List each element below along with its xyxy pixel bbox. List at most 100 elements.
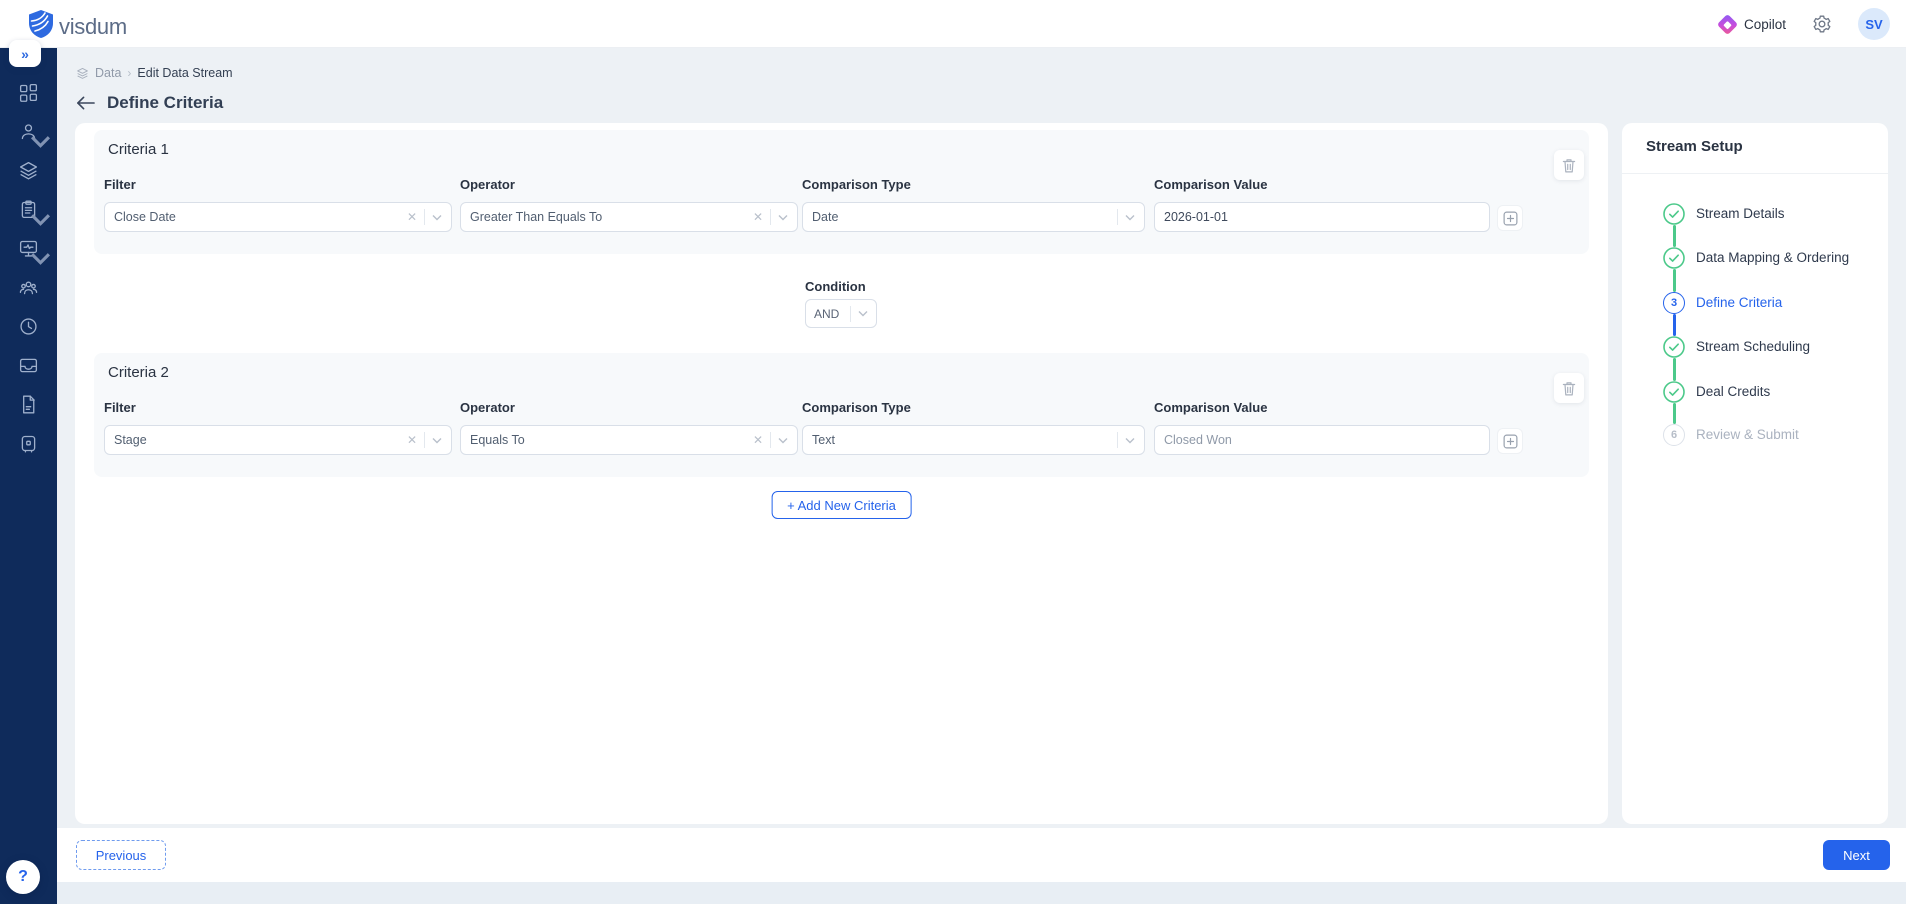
copilot-icon xyxy=(1716,13,1739,35)
step-stream-details[interactable]: Stream Details xyxy=(1696,206,1785,221)
add-value-button[interactable] xyxy=(1498,206,1522,230)
condition-value: AND xyxy=(814,306,840,321)
chevron-down-icon[interactable] xyxy=(778,214,788,221)
comparison-type-label: Comparison Type xyxy=(802,177,911,192)
criteria-panel: Criteria 1 Filter Operator Comparison Ty… xyxy=(75,123,1608,824)
copilot-label: Copilot xyxy=(1743,16,1786,32)
add-value-button[interactable] xyxy=(1498,429,1522,453)
shield-logo-icon xyxy=(28,9,54,44)
step-deal-credits[interactable]: Deal Credits xyxy=(1696,384,1771,399)
operator-label: Operator xyxy=(460,177,515,192)
step-2-check-icon xyxy=(1663,247,1685,269)
clear-icon[interactable]: ✕ xyxy=(406,433,417,447)
sidebar-item-layers[interactable] xyxy=(0,161,57,184)
step-connector xyxy=(1672,269,1676,292)
divider xyxy=(424,209,425,225)
sidebar-item-document[interactable] xyxy=(0,394,57,420)
page-title: Define Criteria xyxy=(107,93,224,112)
comparison-type-select[interactable]: Text xyxy=(802,425,1145,455)
divider xyxy=(850,305,851,322)
criteria-title: Criteria 1 xyxy=(108,141,169,158)
user-avatar[interactable]: SV xyxy=(1858,8,1890,40)
chevron-down-icon[interactable] xyxy=(432,214,442,221)
sidebar-item-team[interactable] xyxy=(0,279,57,301)
breadcrumb-current: Edit Data Stream xyxy=(137,66,233,80)
next-button[interactable]: Next xyxy=(1823,840,1890,870)
step-connector xyxy=(1672,358,1676,381)
chevron-down-icon[interactable] xyxy=(1125,437,1135,444)
divider xyxy=(1117,432,1118,448)
chevron-down-icon[interactable] xyxy=(432,437,442,444)
operator-select[interactable]: Equals To ✕ xyxy=(460,425,798,455)
help-button[interactable]: ? xyxy=(6,860,40,894)
copilot-button[interactable]: Copilot xyxy=(1716,13,1786,35)
step-1-check-icon xyxy=(1663,203,1685,225)
divider xyxy=(770,432,771,448)
divider xyxy=(770,209,771,225)
step-connector-active xyxy=(1672,314,1676,336)
previous-button[interactable]: Previous xyxy=(76,840,166,870)
sidebar-expand-button[interactable]: » xyxy=(9,40,41,67)
document-icon xyxy=(18,394,39,420)
dashboard-grid-icon xyxy=(18,82,39,108)
operator-value: Equals To xyxy=(470,433,525,447)
step-6-number-badge: 6 xyxy=(1663,424,1685,446)
clear-icon[interactable]: ✕ xyxy=(406,210,417,224)
criteria-title: Criteria 2 xyxy=(108,364,169,381)
clear-icon[interactable]: ✕ xyxy=(752,210,763,224)
filter-value: Close Date xyxy=(114,210,176,224)
chevron-down-icon[interactable] xyxy=(1125,214,1135,221)
sidebar-item-history[interactable] xyxy=(0,318,57,340)
clear-icon[interactable]: ✕ xyxy=(752,433,763,447)
settings-gear-icon[interactable] xyxy=(1812,14,1832,34)
operator-select[interactable]: Greater Than Equals To ✕ xyxy=(460,202,798,232)
breadcrumb-data[interactable]: Data xyxy=(95,66,122,80)
sidebar-item-inbox[interactable] xyxy=(0,357,57,379)
sidebar-item-calculator[interactable] xyxy=(0,435,57,457)
delete-criteria-1-button[interactable] xyxy=(1554,150,1584,180)
step-connector xyxy=(1672,225,1676,247)
step-review-submit[interactable]: Review & Submit xyxy=(1696,427,1799,442)
calculator-icon xyxy=(18,433,39,459)
chevron-down-icon[interactable] xyxy=(778,437,788,444)
comparison-value-input[interactable]: 2026-01-01 xyxy=(1154,202,1490,232)
operator-value: Greater Than Equals To xyxy=(470,210,603,224)
footer-bar: Previous Next xyxy=(57,828,1906,882)
condition-label: Condition xyxy=(805,279,866,294)
filter-label: Filter xyxy=(104,177,136,192)
step-stream-scheduling[interactable]: Stream Scheduling xyxy=(1696,339,1811,354)
inbox-icon xyxy=(18,355,39,381)
sidebar-item-clipboard[interactable] xyxy=(0,200,57,226)
filter-select[interactable]: Close Date ✕ xyxy=(104,202,452,232)
back-arrow-icon[interactable] xyxy=(76,95,95,111)
divider xyxy=(1117,209,1118,225)
comparison-type-label: Comparison Type xyxy=(802,400,911,415)
top-header: visdum Copilot SV xyxy=(0,0,1906,48)
breadcrumb-separator: › xyxy=(127,66,132,80)
comparison-type-select[interactable]: Date xyxy=(802,202,1145,232)
comparison-type-value: Text xyxy=(812,433,835,447)
criteria-card-2: Criteria 2 Filter Operator Comparison Ty… xyxy=(94,353,1589,477)
sidebar-item-dashboard[interactable] xyxy=(0,82,57,108)
divider xyxy=(1622,173,1888,174)
breadcrumb: Data › Edit Data Stream xyxy=(76,66,233,80)
brand-logo[interactable]: visdum xyxy=(28,9,127,44)
bottom-strip xyxy=(57,882,1906,904)
step-connector xyxy=(1672,403,1676,424)
sidebar-item-users[interactable] xyxy=(0,123,57,148)
comparison-value-label: Comparison Value xyxy=(1154,400,1268,415)
header-actions: Copilot SV xyxy=(1716,0,1890,48)
data-stack-icon xyxy=(76,67,89,80)
chevron-down-icon[interactable] xyxy=(858,310,868,317)
step-define-criteria[interactable]: Define Criteria xyxy=(1696,295,1783,310)
page-title-row: Define Criteria xyxy=(76,93,223,113)
filter-value: Stage xyxy=(114,433,147,447)
add-new-criteria-button[interactable]: + Add New Criteria xyxy=(771,491,912,519)
sidebar-item-monitor[interactable] xyxy=(0,240,57,265)
step-data-mapping[interactable]: Data Mapping & Ordering xyxy=(1696,250,1850,265)
condition-select[interactable]: AND xyxy=(805,299,877,328)
comparison-value-input[interactable]: Closed Won xyxy=(1154,425,1490,455)
filter-select[interactable]: Stage ✕ xyxy=(104,425,452,455)
delete-criteria-2-button[interactable] xyxy=(1554,373,1584,403)
